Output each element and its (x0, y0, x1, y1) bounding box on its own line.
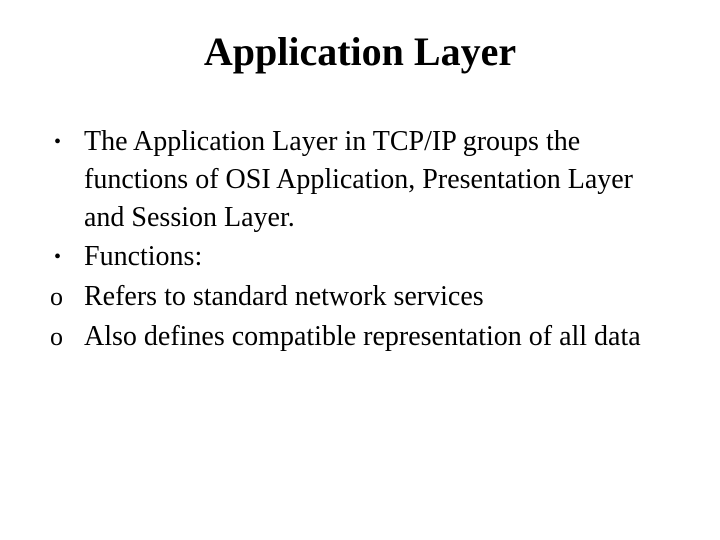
bullet-text: Functions: (84, 238, 680, 276)
slide-title: Application Layer (40, 28, 680, 75)
bullet-marker: • (48, 123, 84, 161)
bullet-marker: • (48, 238, 84, 276)
sub-bullet-marker: o (48, 318, 84, 356)
bullet-text: The Application Layer in TCP/IP groups t… (84, 123, 680, 236)
bullet-item: • Functions: (48, 238, 680, 276)
sub-bullet-item: o Refers to standard network services (48, 278, 680, 316)
sub-bullet-item: o Also defines compatible representation… (48, 318, 680, 356)
bullet-item: • The Application Layer in TCP/IP groups… (48, 123, 680, 236)
sub-bullet-text: Refers to standard network services (84, 278, 680, 316)
sub-bullet-text: Also defines compatible representation o… (84, 318, 680, 356)
sub-bullet-marker: o (48, 278, 84, 316)
slide-content: • The Application Layer in TCP/IP groups… (40, 123, 680, 356)
